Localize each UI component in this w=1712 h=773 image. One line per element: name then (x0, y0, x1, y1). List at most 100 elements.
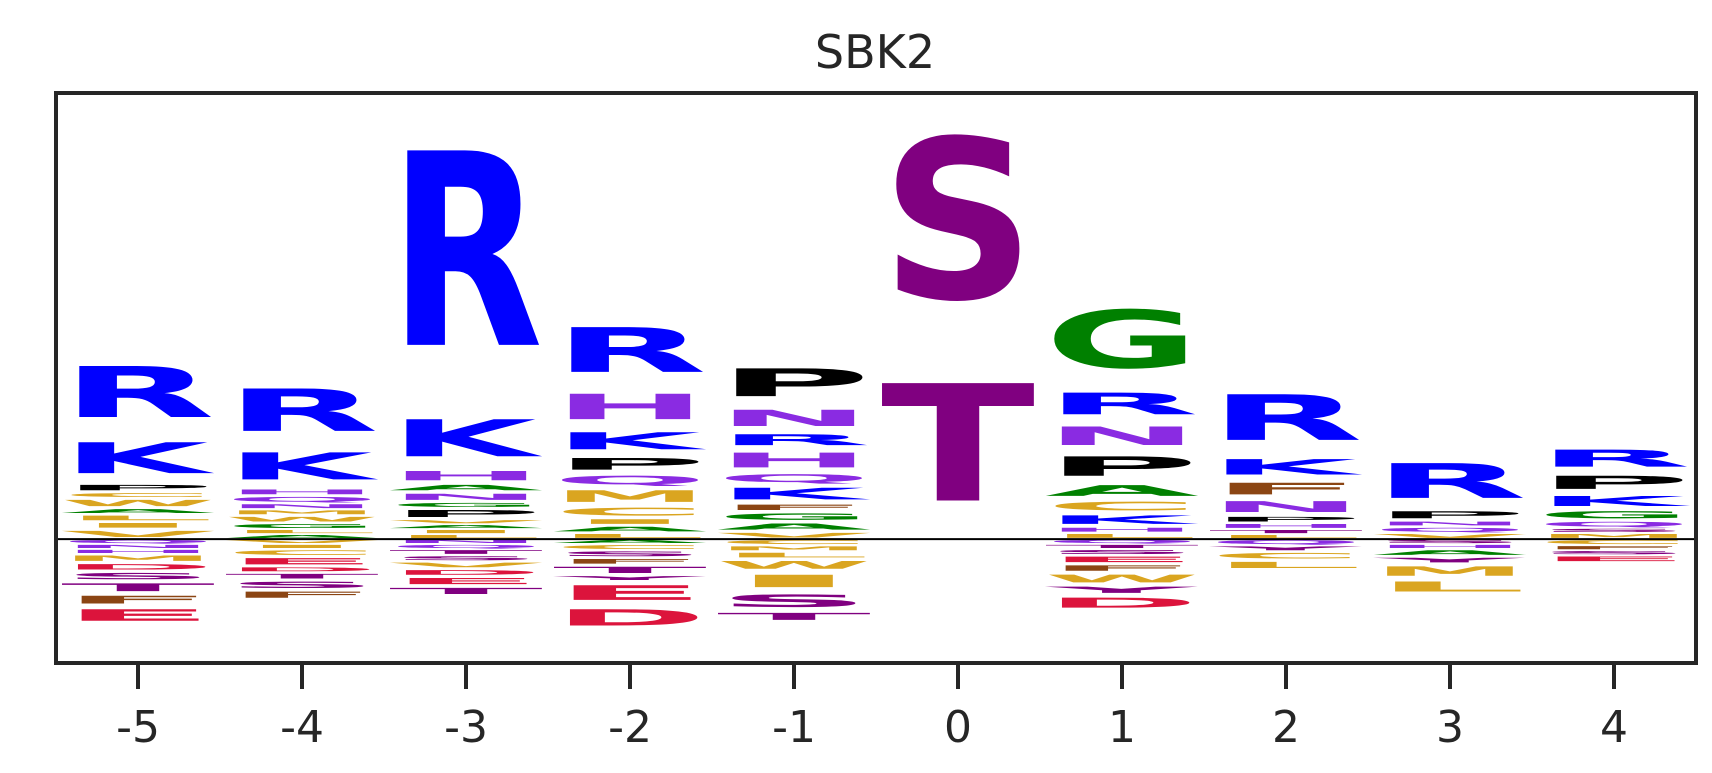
logo-letter-V-pos--4: V (225, 539, 379, 544)
logo-letter-C-pos-1: C (1045, 500, 1199, 514)
logo-letter-Q-pos--1: Q (717, 472, 871, 484)
logo-letter-S-pos--2: S (553, 550, 707, 557)
logo-letter-T-pos--3: T (389, 586, 543, 596)
logo-letter-N-pos-1: N (1045, 422, 1199, 452)
logo-letter-L-pos-2: L (1209, 560, 1363, 570)
logo-letter-K-pos--4: K (225, 445, 379, 488)
logo-letter-K-pos-4: K (1537, 493, 1691, 509)
logo-letter-L-pos--5: L (61, 514, 215, 521)
logo-letter-K-pos--5: K (61, 434, 214, 483)
logo-letter-K-pos--2: K (553, 428, 707, 455)
logo-letter-Q-pos--3: Q (389, 544, 543, 549)
logo-letter-P-pos--1: P (717, 361, 871, 405)
logo-letter-A-pos--2: A (553, 526, 707, 533)
logo-letter-T-pos-1: T (1045, 544, 1199, 549)
logo-letter-D-pos--2: D (553, 605, 707, 631)
logo-letter-L-pos-1: L (1045, 533, 1199, 539)
logo-letter-Y-pos-1: Y (1044, 585, 1198, 595)
logo-letter-K-pos-2: K (1209, 455, 1364, 480)
logo-letter-A-pos-3: A (1373, 549, 1527, 556)
logo-letter-M-pos-3: M (1373, 564, 1527, 579)
logo-letter-P-pos--2: P (553, 455, 707, 473)
logo-letter-S-pos--3: S (389, 555, 543, 561)
logo-letter-D-pos--5: D (61, 563, 215, 572)
logo-letter-Q-pos-3: Q (1373, 527, 1527, 533)
logo-letter-S-pos-4: S (1537, 550, 1691, 555)
logo-letter-K-pos--1: K (717, 485, 871, 503)
x-tick-label: -5 (116, 702, 160, 753)
logo-letter-H-pos--3: H (389, 468, 543, 483)
logo-letter-A-pos--1: A (717, 522, 871, 532)
logo-letter-P-pos-1: P (1045, 451, 1199, 482)
logo-letter-F-pos--1: F (717, 503, 871, 512)
x-tick-label: 0 (944, 702, 972, 753)
logo-letter-T-pos--1: T (717, 611, 871, 622)
x-tick-label: 3 (1436, 702, 1464, 753)
logo-letter-G-pos--3: G (389, 502, 543, 508)
plot-frame (54, 91, 1698, 665)
logo-letter-L-pos-3: L (1373, 579, 1527, 595)
logo-letter-N-pos--1: N (717, 405, 871, 431)
logo-letter-G-pos--1: G (717, 512, 871, 522)
logo-letter-P-pos--3: P (389, 508, 543, 519)
logo-letter-F-pos--2: F (553, 558, 707, 565)
logo-letter-T-pos--3: T (389, 549, 543, 555)
logo-letter-W-pos--4: W (225, 516, 379, 523)
x-axis: -5 -4 -3 -2 -1 0 1 2 3 4 (116, 663, 1628, 753)
logo-letter-R-pos--2: R (553, 315, 707, 386)
logo-letter-R-pos-1: R (1045, 387, 1199, 422)
logo-letter-P-pos--5: P (61, 483, 215, 492)
x-tick-label: -3 (444, 702, 488, 753)
logo-letter-K-pos-1: K (1045, 513, 1199, 527)
logo-letter-Q-pos-2: Q (1209, 539, 1363, 545)
logo-letter-M-pos--4: M (225, 509, 379, 515)
logo-letter-P-pos-3: P (1373, 509, 1527, 520)
logo-letter-S-pos-1: S (1045, 549, 1199, 555)
x-tick-label: 4 (1600, 702, 1628, 753)
logo-letter-Y-pos-3: Y (1372, 556, 1526, 563)
logo-letter-A-pos--3: A (389, 483, 543, 492)
logo-letter-R-pos--4: R (225, 377, 379, 445)
logo-letter-N-pos--4: N (225, 503, 379, 509)
logo-letter-Q-pos--4: Q (225, 496, 379, 503)
logo-letter-S-pos-0: S (881, 94, 1035, 351)
logo-letter-F-pos--5: F (61, 594, 215, 606)
logo-letter-L-pos-2: L (1209, 534, 1363, 539)
logo-letter-E-pos--2: E (553, 581, 707, 604)
logo-letter-R-pos-4: R (1537, 445, 1691, 472)
logo-letter-F-pos-4: F (1537, 545, 1691, 550)
logo-letter-V-pos--5: V (61, 529, 215, 539)
logo-letter-N-pos-2: N (1209, 498, 1363, 515)
logo-letter-A-pos--3: A (389, 524, 543, 529)
logo-letter-C-pos-4: C (1537, 539, 1691, 545)
logo-letter-H-pos--4: H (225, 488, 379, 495)
logo-letter-H-pos-3: H (1373, 544, 1527, 549)
x-tick-label: 1 (1108, 702, 1136, 753)
logo-letter-C-pos--2: C (553, 506, 707, 518)
logo-letters: VILAWCPKRQNHMDSTFEALGWMNQHKRVICEDTSFLIAV… (61, 94, 1691, 631)
logo-letter-W-pos-1: W (1045, 573, 1199, 585)
logo-letter-E-pos--3: E (389, 576, 543, 586)
logo-letter-T-pos--5: T (61, 581, 215, 593)
logo-letter-N-pos--3: N (389, 539, 543, 544)
logo-letter-E-pos-4: E (1537, 555, 1691, 562)
logo-letter-Y-pos-2: Y (1208, 545, 1362, 551)
logo-letter-H-pos--1: H (717, 449, 871, 473)
logo-letter-R-pos-3: R (1373, 454, 1527, 509)
logo-letter-L-pos--3: L (389, 534, 543, 539)
logo-letter-F-pos-1: F (1045, 564, 1199, 573)
logo-letter-R-pos--1: R (717, 431, 871, 448)
logo-letter-F-pos--4: F (225, 590, 379, 600)
logo-letter-C-pos--1: C (717, 539, 871, 545)
logo-letter-V-pos--1: V (717, 532, 871, 539)
logo-letter-E-pos-1: E (1045, 555, 1199, 564)
logo-letter-C-pos--5: C (61, 492, 215, 498)
logo-letter-C-pos--2: C (553, 544, 707, 550)
logo-letter-S-pos--1: S (717, 591, 871, 611)
logo-letter-N-pos-3: N (1373, 521, 1527, 527)
logo-letter-R-pos--3: R (389, 97, 543, 408)
logo-letter-M-pos--1: M (717, 545, 871, 551)
logo-letter-T-pos--4: T (225, 573, 379, 580)
logo-letter-M-pos--2: M (553, 487, 707, 505)
x-tick-label: -1 (772, 702, 816, 753)
